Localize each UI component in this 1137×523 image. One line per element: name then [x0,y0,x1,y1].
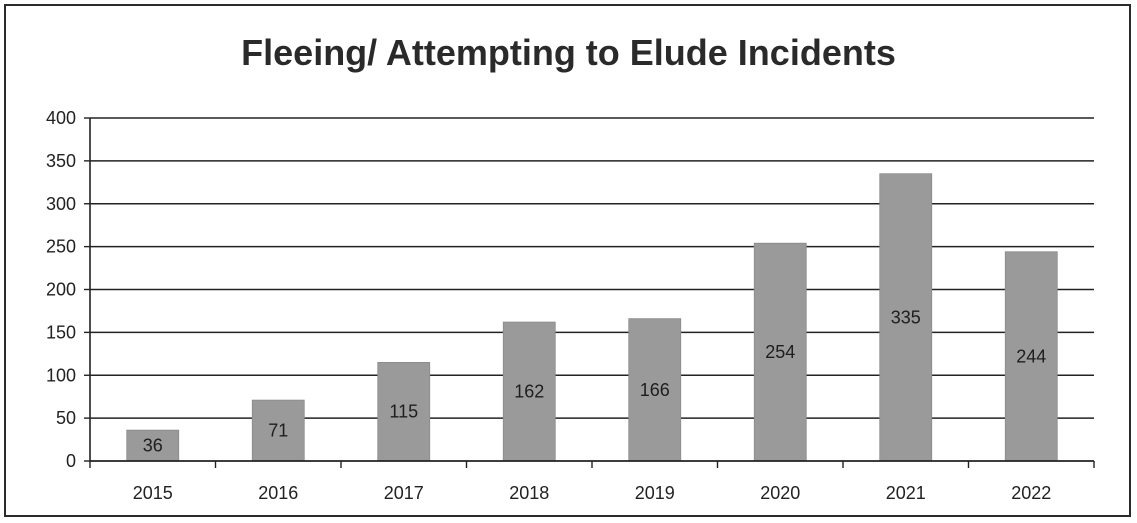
y-tick-label: 0 [66,451,76,471]
y-tick-label: 250 [46,237,76,257]
data-label-2017: 115 [389,402,418,422]
y-tick-label: 200 [46,280,76,300]
gridlines [90,117,1094,419]
y-tick-label: 150 [46,322,76,342]
chart-frame [4,4,1131,517]
x-tick-label-2017: 2017 [384,483,424,503]
x-tick-label-2015: 2015 [133,483,173,503]
axes [84,117,1095,468]
x-tick-label-2018: 2018 [509,483,549,503]
data-label-2018: 162 [514,382,544,402]
y-tick-label: 50 [56,408,76,428]
bar-2016 [251,399,305,462]
bar-2018 [502,321,556,462]
chart-title: Fleeing/ Attempting to Elude Incidents [241,32,896,73]
bar-2015 [126,429,180,462]
bar-2021 [879,173,933,462]
x-tick-label-2016: 2016 [258,483,298,503]
x-tick-label-2019: 2019 [635,483,675,503]
data-label-2016: 71 [268,421,288,441]
bar-2019 [628,318,682,462]
data-label-2019: 166 [640,380,670,400]
y-tick-label: 100 [46,365,76,385]
bar-2020 [753,242,807,462]
data-label-2015: 36 [143,436,163,456]
y-tick-label: 350 [46,151,76,171]
x-tick-label-2022: 2022 [1011,483,1051,503]
bar-2017 [377,361,431,462]
data-label-2020: 254 [765,342,795,362]
x-tick-label-2020: 2020 [760,483,800,503]
data-label-2022: 244 [1016,346,1046,366]
data-label-2021: 335 [891,307,921,327]
y-tick-label: 300 [46,194,76,214]
x-tick-label-2021: 2021 [886,483,926,503]
y-tick-label: 400 [46,108,76,128]
bar-2022 [1004,251,1058,462]
bars [126,173,1058,462]
labels: 0 50 100 150 200 250 300 350 400 36 71 115 162 166 254… [46,108,1051,503]
